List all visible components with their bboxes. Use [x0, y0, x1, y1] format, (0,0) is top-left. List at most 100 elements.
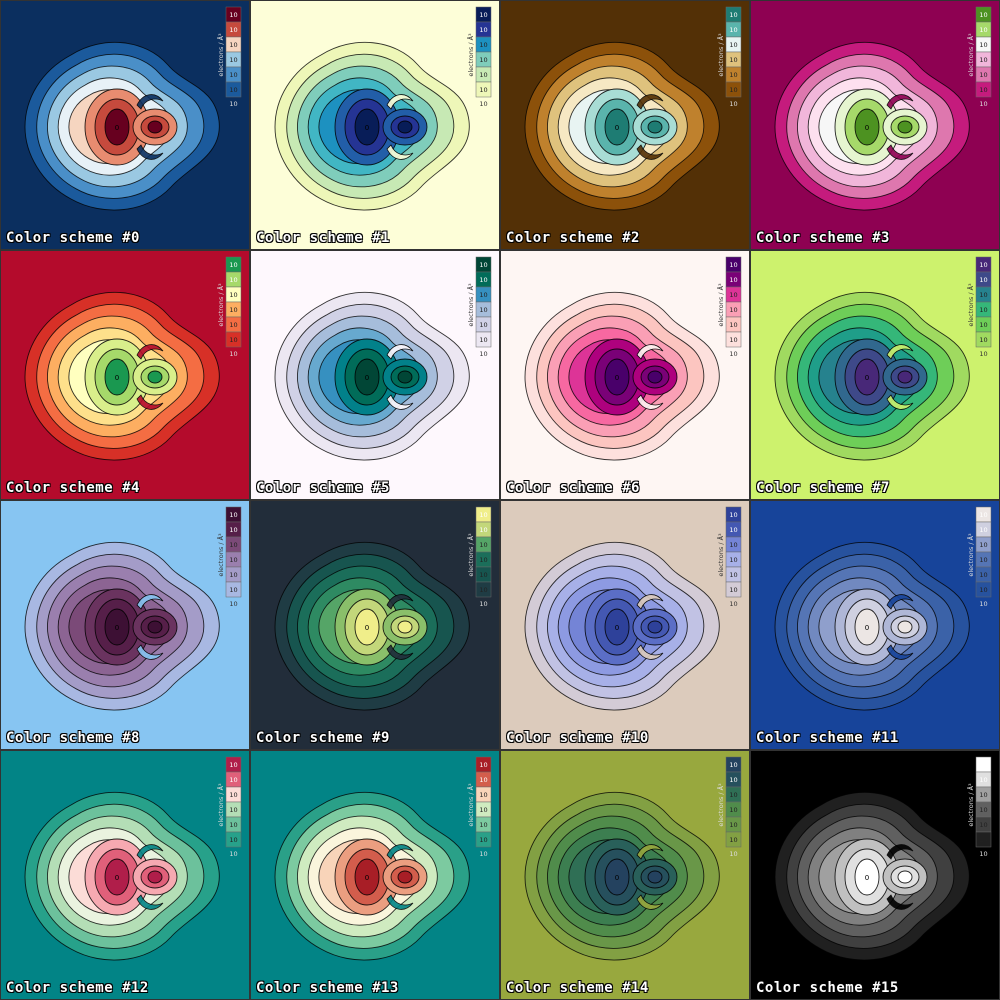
color-scheme-tile: 0 10 10 10 10 10 10 10 electrons / Å³ Color schem… — [500, 0, 750, 250]
contour-level — [136, 94, 164, 110]
contour-group: 0 — [24, 41, 220, 211]
contour-level — [636, 644, 664, 660]
colorbar-label: electrons / Å³ — [466, 783, 475, 827]
colorbar: 10 10 10 10 10 10 10 electrons / Å³ — [466, 256, 492, 358]
colorbar-tick-label: 10 — [479, 321, 487, 329]
colorbar-tick-label: 10 — [479, 821, 487, 829]
tile-caption: Color scheme #9 — [256, 730, 390, 746]
density-plot: 0 10 10 10 10 10 10 10 electrons / Å³ — [774, 6, 992, 211]
contour-level — [886, 894, 914, 910]
center-label: 0 — [615, 124, 619, 132]
colorbar-tick-label: 10 — [979, 291, 987, 299]
colorbar-swatch — [975, 831, 992, 848]
density-plot: 0 10 10 10 10 10 10 10 electrons / Å³ — [274, 506, 492, 711]
contour-group: 0 — [24, 541, 220, 711]
center-label: 0 — [865, 624, 869, 632]
colorbar-tick-label: 10 — [229, 600, 237, 608]
color-scheme-tile: 0 10 10 10 10 10 10 10 electrons / Å³ Color schem… — [500, 750, 750, 1000]
contour-level — [354, 608, 380, 646]
contour-level — [897, 620, 913, 634]
contour-level — [647, 870, 663, 884]
colorbar-tick-label: 10 — [229, 100, 237, 108]
colorbar-tick-label: 10 — [729, 321, 737, 329]
colorbar-tick-label: 10 — [979, 571, 987, 579]
density-plot: 0 10 10 10 10 10 10 10 electrons / Å³ — [774, 756, 992, 961]
density-plot: 0 10 10 10 10 10 10 10 electrons / Å³ — [524, 6, 742, 211]
contour-level — [604, 608, 630, 646]
contour-level — [386, 94, 414, 110]
colorbar-tick-label: 10 — [979, 586, 987, 594]
contour-level — [604, 358, 630, 396]
tile-caption: Color scheme #5 — [256, 480, 390, 496]
colorbar-label: electrons / Å³ — [216, 283, 225, 327]
contour-level — [886, 144, 914, 160]
color-scheme-tile: 0 10 10 10 10 10 10 10 electrons / Å³ Color schem… — [250, 250, 500, 500]
contour-group: 0 — [524, 541, 720, 711]
contour-level — [636, 94, 664, 110]
contour-level — [386, 644, 414, 660]
colorbar-tick-label: 10 — [479, 806, 487, 814]
colorbar-tick-label: 10 — [979, 806, 987, 814]
colorbar-tick-label: 10 — [229, 541, 237, 549]
colorbar: 10 10 10 10 10 10 10 electrons / Å³ — [466, 6, 492, 108]
colorbar-tick-label: 10 — [729, 556, 737, 564]
colorbar-tick-label: 10 — [729, 71, 737, 79]
contour-level — [147, 370, 163, 384]
contour-group: 0 — [524, 791, 720, 961]
contour-level — [636, 844, 664, 860]
colorbar-tick-label: 10 — [979, 836, 987, 844]
center-label: 0 — [615, 624, 619, 632]
colorbar-tick-label: 10 — [229, 556, 237, 564]
contour-group: 0 — [274, 791, 470, 961]
colorbar-tick-label: 10 — [729, 836, 737, 844]
colorbar-swatch — [725, 581, 742, 598]
colorbar-tick-label: 10 — [479, 11, 487, 19]
colorbar-label: electrons / Å³ — [466, 533, 475, 577]
colorbar-tick-label: 10 — [479, 56, 487, 64]
color-scheme-tile: 0 10 10 10 10 10 10 10 electrons / Å³ Color schem… — [250, 0, 500, 250]
colorbar-tick-label: 10 — [979, 821, 987, 829]
colorbar-tick-label: 10 — [229, 276, 237, 284]
contour-level — [136, 344, 164, 360]
colorbar-tick-label: 10 — [729, 586, 737, 594]
colorbar-tick-label: 10 — [729, 336, 737, 344]
colorbar-tick-label: 10 — [479, 291, 487, 299]
colorbar-tick-label: 10 — [979, 86, 987, 94]
colorbar-tick-label: 10 — [729, 850, 737, 858]
contour-level — [397, 120, 413, 134]
colorbar-tick-label: 10 — [229, 321, 237, 329]
center-label: 0 — [115, 374, 119, 382]
colorbar-tick-label: 10 — [479, 350, 487, 358]
colorbar-tick-label: 10 — [479, 850, 487, 858]
colorbar-tick-label: 10 — [729, 100, 737, 108]
colorbar-tick-label: 10 — [479, 261, 487, 269]
colorbar-tick-label: 10 — [479, 511, 487, 519]
tile-caption: Color scheme #0 — [6, 230, 140, 246]
colorbar-tick-label: 10 — [729, 291, 737, 299]
contour-level — [386, 844, 414, 860]
contour-level — [104, 858, 130, 896]
contour-level — [886, 94, 914, 110]
colorbar-swatch — [725, 831, 742, 848]
colorbar-tick-label: 10 — [979, 336, 987, 344]
contour-level — [604, 858, 630, 896]
colorbar-tick-label: 10 — [729, 276, 737, 284]
colorbar-label: electrons / Å³ — [716, 533, 725, 577]
colorbar-tick-label: 10 — [979, 261, 987, 269]
colorbar-label: electrons / Å³ — [966, 783, 975, 827]
colorbar-tick-label: 10 — [229, 571, 237, 579]
tile-caption: Color scheme #2 — [506, 230, 640, 246]
color-scheme-tile: 0 10 10 10 10 10 10 10 electrons / Å³ Color schem… — [750, 500, 1000, 750]
contour-level — [854, 858, 880, 896]
contour-level — [147, 620, 163, 634]
tile-caption: Color scheme #1 — [256, 230, 390, 246]
colorbar: 10 10 10 10 10 10 10 electrons / Å³ — [966, 756, 992, 858]
center-label: 0 — [615, 874, 619, 882]
tile-caption: Color scheme #7 — [756, 480, 890, 496]
contour-level — [647, 120, 663, 134]
colorbar-tick-label: 10 — [979, 850, 987, 858]
tile-caption: Color scheme #3 — [756, 230, 890, 246]
colorbar-tick-label: 10 — [229, 71, 237, 79]
color-scheme-tile: 0 10 10 10 10 10 10 10 electrons / Å³ Color schem… — [0, 500, 250, 750]
contour-level — [636, 144, 664, 160]
